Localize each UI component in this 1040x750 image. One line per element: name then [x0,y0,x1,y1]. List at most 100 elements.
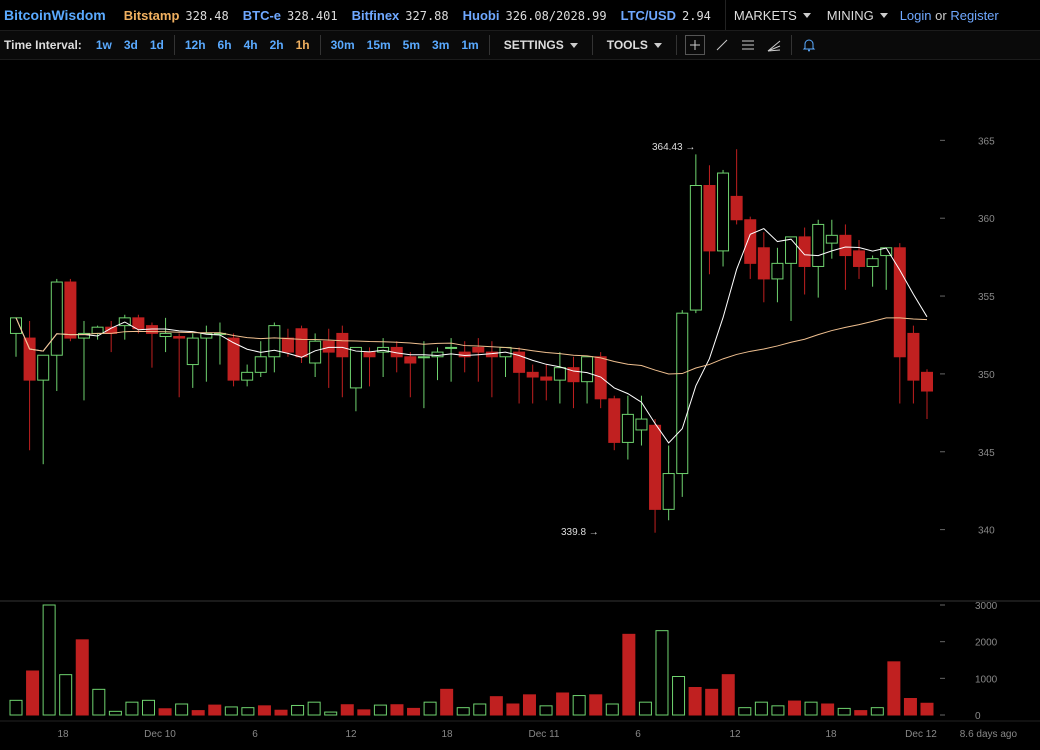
volume-bar [307,701,321,716]
price-tick-label: 345 [978,448,995,459]
line-icon[interactable] [713,36,731,54]
volume-bar [407,707,421,716]
market-name: LTC/USD [620,7,676,23]
fib-lines-icon[interactable] [739,36,757,54]
low-marker: 339.8 → [561,527,599,538]
volume-bar [920,702,934,716]
candle-body [349,346,362,389]
candle-body [812,223,825,267]
status-text: 8.6 days ago [960,729,1018,740]
market-ticker[interactable]: Bitstamp 328.48 [124,8,229,23]
candle-body [703,185,716,252]
ma-short-line [15,227,928,444]
divider [675,35,677,55]
divider [488,35,490,55]
candle-body [553,367,566,381]
volume-bar [821,703,835,716]
market-name: BTC-e [242,7,282,23]
candle-body [268,325,281,358]
interval-1h[interactable]: 1h [295,38,310,52]
volume-tick-label: 0 [975,711,981,722]
volume-bar [423,701,437,716]
volume-bar [506,703,520,716]
markets-menu[interactable]: MARKETS [724,0,819,30]
interval-30m[interactable]: 30m [330,38,355,52]
volume-bar [42,604,56,716]
candle-body [363,351,376,358]
interval-2h[interactable]: 2h [269,38,284,52]
candle-body [594,356,607,400]
chart-area[interactable]: 340 345 350 355 360 365 0 1000 2000 3000 364.43 → 3… [0,58,1040,745]
ma-long-line [15,317,928,375]
volume-bar [903,698,917,716]
volume-bar [142,699,156,716]
market-ticker[interactable]: Bitfinex 327.88 [352,8,449,23]
interval-5m[interactable]: 5m [402,38,421,52]
volume-bar [357,709,371,716]
candle-body [608,398,621,443]
x-axis-label: 6 [252,729,258,740]
volume-bar [556,692,570,716]
logo[interactable]: BitcoinWisdom [4,7,106,23]
candle-body [254,356,267,373]
login-link[interactable]: Login [899,7,932,23]
interval-3d[interactable]: 3d [123,38,138,52]
settings-menu[interactable]: SETTINGS [494,38,588,52]
volume-bar [887,661,901,716]
chevron-down-icon [653,42,662,48]
interval-3m[interactable]: 3m [432,38,450,52]
market-ticker[interactable]: BTC-e 328.401 [243,8,338,23]
volume-bar [9,699,23,716]
candle-body [907,332,920,381]
candle-body [445,346,458,349]
tools-menu[interactable]: TOOLS [597,38,672,52]
interval-15m[interactable]: 15m [366,38,391,52]
volume-bar [390,704,404,716]
interval-4h[interactable]: 4h [243,38,258,52]
volume-bar [59,674,73,716]
candle-body [322,340,335,353]
market-ticker-list: Bitstamp 328.48 BTC-e 328.401 Bitfinex 327.88… [124,8,725,23]
candle-body [893,247,906,358]
volume-bar [191,710,205,716]
interval-1w[interactable]: 1w [95,38,112,52]
interval-12h[interactable]: 12h [184,38,206,52]
market-ticker[interactable]: Huobi 326.08/2028.99 [463,8,607,23]
volume-bar [655,630,669,716]
volume-bar [175,703,189,716]
candle-body [77,332,90,339]
chevron-down-icon [879,12,888,18]
crosshair-icon[interactable] [684,35,705,55]
price-chart[interactable]: 340 345 350 355 360 365 0 1000 2000 3000 364.43 → 3… [0,58,1040,745]
market-ticker[interactable]: LTC/USD 2.94 [621,8,711,23]
tools-label: TOOLS [606,38,648,52]
or-text: or [935,7,947,23]
divider [319,35,321,55]
chevron-down-icon [802,12,811,18]
volume-bar [241,707,255,716]
candle-body [132,317,145,330]
x-axis-label: Dec 12 [905,729,937,740]
interval-6h[interactable]: 6h [217,38,232,52]
candle-body [227,337,240,381]
candle-body [295,328,308,358]
interval-list: 1w 3d 1d 12h 6h 4h 2h 1h 30m 15m 5m 3m 1m [90,35,485,55]
candle-body [23,337,36,381]
volume-bar [489,696,503,716]
price-tick-label: 340 [978,526,995,537]
x-axis-label: 18 [441,729,453,740]
chevron-down-icon [569,42,578,48]
market-name: Huobi [462,7,500,23]
candle-body [186,337,199,366]
fan-icon[interactable] [765,36,783,54]
interval-1m[interactable]: 1m [461,38,479,52]
bell-icon[interactable] [800,36,818,54]
interval-1d[interactable]: 1d [149,38,164,52]
candle-body [64,281,77,339]
mining-menu[interactable]: MINING [819,0,896,30]
candle-body [567,367,580,383]
volume-bar [605,703,619,716]
register-link[interactable]: Register [950,7,999,23]
candle-body [417,356,430,359]
market-name: Bitstamp [123,7,180,23]
